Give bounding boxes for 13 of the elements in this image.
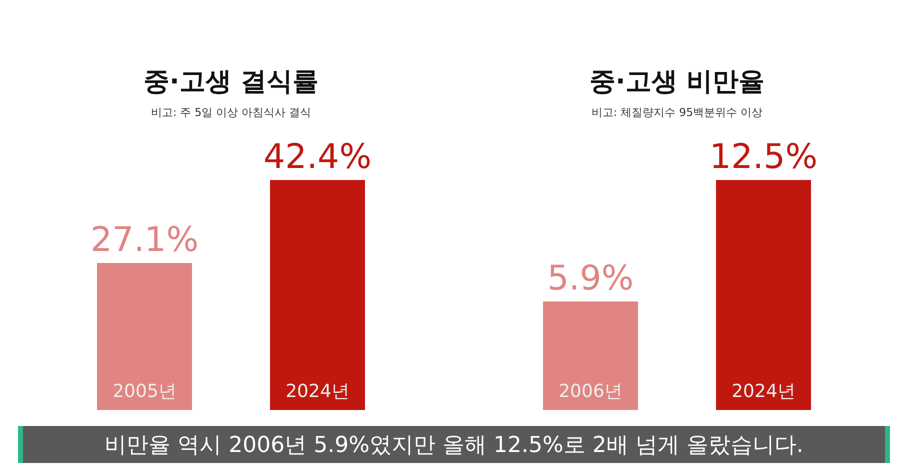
chart-subtitle: 비고: 주 5일 이상 아침식사 결식 (150, 105, 312, 120)
x-tick-label: 2005년 (112, 380, 176, 402)
chart-title: 중·고생 결식률 (142, 66, 320, 99)
chart-subtitle: 비고: 체질량지수 95백분위수 이상 (590, 105, 764, 120)
data-label: 42.4% (263, 137, 372, 177)
data-label: 27.1% (90, 220, 199, 260)
text: 비만율 역시 2006년 5.9%였지만 올해 12.5%로 2배 넘게 올랐습니다. (18, 426, 890, 466)
data-label: 12.5% (709, 137, 818, 177)
x-tick-label: 2024년 (732, 380, 796, 402)
data-label: 5.9% (547, 258, 634, 298)
x-tick-label: 2024년 (286, 380, 350, 402)
x-tick-label: 2006년 (558, 380, 622, 402)
chart-title: 중·고생 비만율 (588, 66, 766, 99)
